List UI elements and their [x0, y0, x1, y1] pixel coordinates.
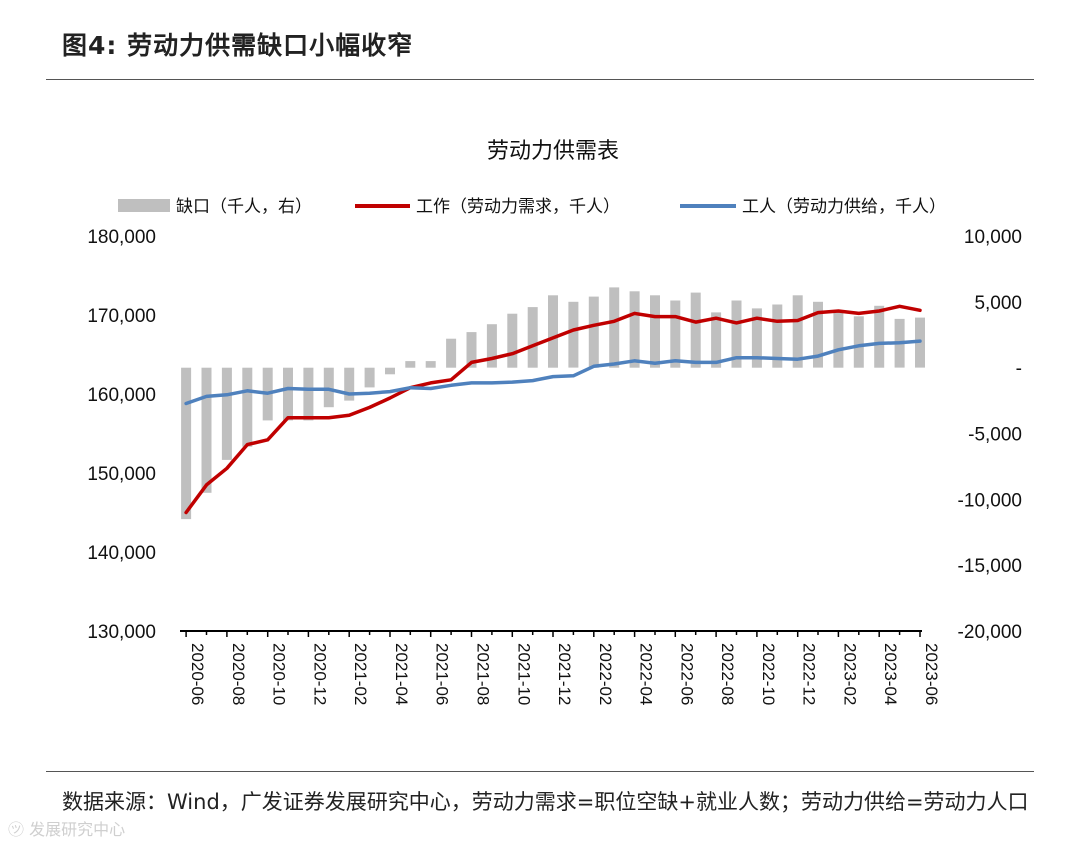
gap-bar: [507, 313, 518, 368]
gap-bar: [425, 361, 436, 368]
gap-bar: [792, 295, 803, 368]
gap-bar: [446, 338, 457, 368]
gap-bar: [344, 367, 355, 401]
x-axis: 2020-06 2020-08 2020-10 2020-12 2021-02 2021-…: [180, 630, 941, 705]
gap-bar: [364, 367, 375, 388]
left-y-tick-label: 180,000: [87, 227, 156, 248]
gap-bar: [221, 367, 232, 460]
gap-bar: [650, 295, 660, 368]
gap-bar: [588, 296, 599, 368]
gap-bar: [813, 301, 823, 368]
gap-bars: [181, 287, 925, 520]
x-tick-label: 2020-12: [310, 643, 329, 705]
gap-bar: [690, 292, 701, 368]
gap-bar: [527, 307, 538, 368]
right-y-tick-label: 5,000: [974, 293, 1022, 314]
x-tick-label: 2021-04: [392, 643, 411, 705]
series-lines: [184, 304, 922, 515]
x-tick-label: 2022-06: [677, 643, 696, 705]
right-y-tick-label: -15,000: [958, 556, 1022, 577]
gap-bar: [731, 300, 742, 368]
top-divider: [46, 79, 1034, 80]
gap-bar: [853, 316, 864, 368]
left-y-tick-label: 140,000: [87, 543, 156, 564]
x-tick-label: 2021-02: [351, 643, 370, 705]
supply-line: [184, 339, 922, 406]
right-y-tick-label: -10,000: [958, 490, 1022, 511]
left-y-tick-label: 170,000: [87, 306, 156, 327]
watermark: ㋡ 发展研究中心: [8, 820, 126, 839]
x-tick-label: 2022-02: [596, 643, 615, 705]
x-tick-label: 2022-12: [800, 643, 819, 705]
gap-bar: [181, 367, 192, 520]
legend-label-demand: 工作（劳动力需求，千人）: [416, 197, 620, 216]
legend-label-gap: 缺口（千人，右）: [176, 197, 312, 216]
gap-bar: [751, 308, 762, 368]
x-tick-label: 2022-04: [637, 643, 656, 705]
gap-bar: [711, 312, 722, 368]
labor-supply-demand-chart: 劳动力供需表 缺口（千人，右） 工作（劳动力需求，千人） 工人（劳动力供给，千人…: [87, 138, 1022, 705]
right-y-tick-label: -20,000: [958, 622, 1022, 643]
gap-bar: [548, 295, 558, 368]
legend-swatch-gap: [118, 199, 170, 212]
figure-title: 图4: 劳动力供需缺口小幅收窄: [62, 31, 414, 60]
gap-bar: [629, 291, 640, 368]
demand-line: [184, 304, 922, 515]
x-tick-label: 2020-10: [270, 643, 289, 705]
chart-legend: 缺口（千人，右） 工作（劳动力需求，千人） 工人（劳动力供给，千人）: [118, 197, 946, 216]
x-tick-label: 2023-02: [840, 643, 859, 705]
chart-title: 劳动力供需表: [487, 138, 619, 163]
x-tick-label: 2021-08: [474, 643, 493, 705]
gap-bar: [609, 287, 620, 368]
gap-bar: [323, 367, 334, 408]
x-tick-label: 2021-06: [433, 643, 452, 705]
gap-bar: [242, 367, 253, 447]
right-y-tick-label: -: [1016, 359, 1022, 380]
left-y-axis: 130,000 140,000 150,000 160,000 170,000 180,0…: [87, 227, 156, 643]
left-y-tick-label: 160,000: [87, 385, 156, 406]
gap-bar: [385, 367, 395, 375]
right-y-tick-label: 10,000: [964, 227, 1022, 248]
gap-bar: [833, 312, 844, 368]
legend-label-supply: 工人（劳动力供给，千人）: [742, 197, 946, 216]
x-tick-label: 2021-10: [514, 643, 533, 705]
gap-bar: [405, 361, 416, 368]
gap-bar: [486, 324, 497, 368]
right-y-tick-label: -5,000: [968, 425, 1022, 446]
gap-bar: [568, 301, 579, 368]
gap-bar: [201, 367, 212, 493]
x-tick-label: 2023-06: [922, 643, 941, 705]
gap-bar: [466, 332, 477, 368]
x-tick-label: 2021-12: [555, 643, 574, 705]
x-tick-label: 2022-08: [718, 643, 737, 705]
x-tick-label: 2023-04: [881, 643, 900, 705]
gap-bar: [874, 305, 885, 368]
x-tick-label: 2020-08: [229, 643, 248, 705]
x-tick-label: 2022-10: [759, 643, 778, 705]
gap-bar: [283, 367, 293, 421]
left-y-tick-label: 130,000: [87, 622, 156, 643]
bottom-divider: [46, 771, 1034, 772]
gap-bar: [670, 300, 681, 368]
source-note: 数据来源：Wind，广发证券发展研究中心，劳动力需求=职位空缺+就业人数；劳动力…: [62, 790, 1029, 814]
x-tick-label: 2020-06: [188, 643, 207, 705]
left-y-tick-label: 150,000: [87, 464, 156, 485]
gap-bar: [772, 304, 783, 368]
gap-bar: [303, 367, 314, 421]
